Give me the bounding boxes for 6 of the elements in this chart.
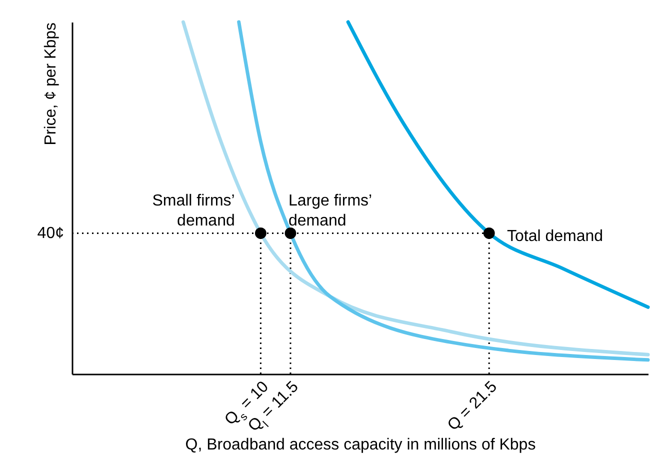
series-label: Large firms’ demand	[288, 192, 372, 230]
ref-line-label: 40¢	[37, 225, 64, 242]
series-label: Small firms’ demand	[152, 192, 235, 230]
series-label: Total demand	[506, 228, 604, 245]
x-axis-title: Q, Broadband access capacity in millions of Kbps	[185, 436, 536, 454]
y-axis-title: Price, ¢ per Kbps	[42, 22, 60, 146]
